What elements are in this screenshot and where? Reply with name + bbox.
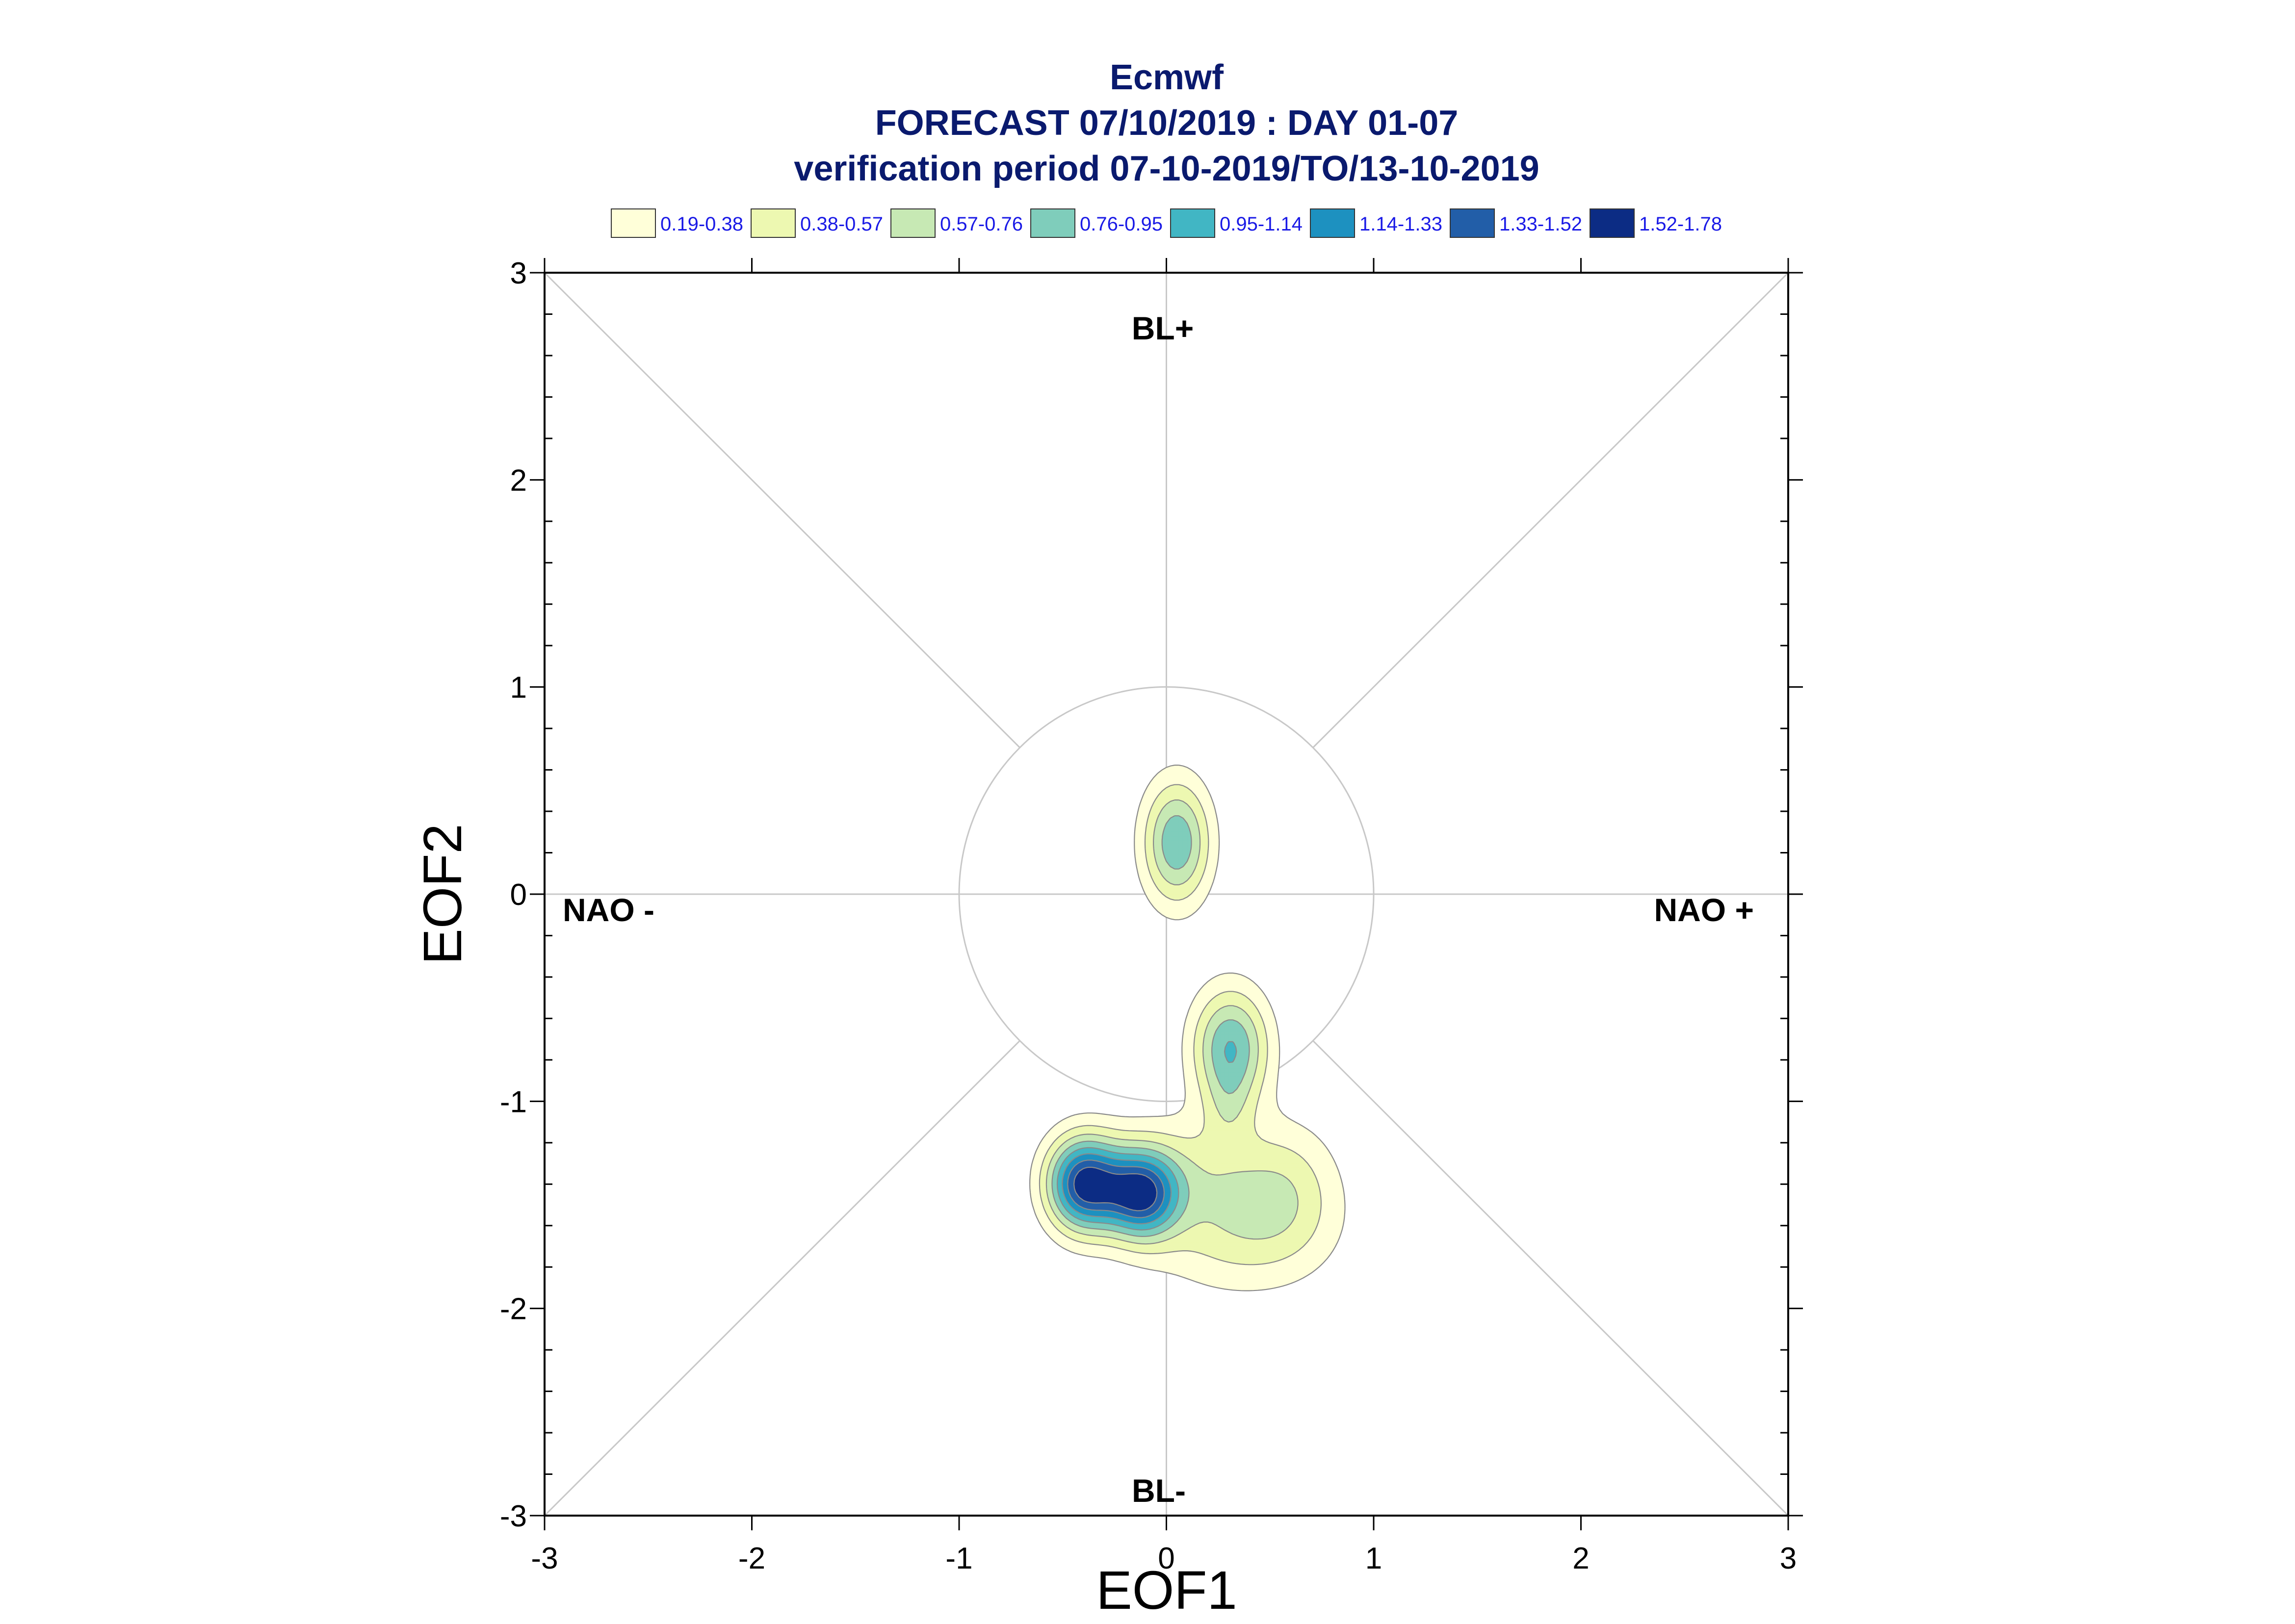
legend-swatch [1450, 208, 1495, 238]
legend-label: 0.38-0.57 [800, 213, 883, 235]
legend-label: 0.76-0.95 [1080, 213, 1163, 235]
title-line-2: FORECAST 07/10/2019 : DAY 01-07 [875, 103, 1459, 143]
legend-label: 0.57-0.76 [940, 213, 1023, 235]
y-tick-label: -3 [500, 1499, 527, 1533]
legend-label: 0.95-1.14 [1220, 213, 1303, 235]
region-label-bl-plus: BL+ [1132, 310, 1194, 346]
legend-swatch [890, 208, 936, 238]
x-tick-label: 0 [1158, 1542, 1174, 1575]
x-tick-label: -3 [531, 1542, 558, 1575]
legend-label: 1.33-1.52 [1499, 213, 1582, 235]
diagonal-guide-sw [544, 1040, 1020, 1517]
x-tick-label: -1 [945, 1542, 972, 1575]
legend-label: 0.19-0.38 [660, 213, 743, 235]
contour-line [1029, 764, 1346, 1291]
legend-swatch [751, 208, 796, 238]
diagonal-guide-nw [544, 272, 1020, 748]
diagonal-guide-ne [1312, 272, 1789, 748]
x-tick-label: 2 [1572, 1542, 1589, 1575]
legend-label: 1.52-1.78 [1639, 213, 1722, 235]
region-label-nao-plus: NAO + [1654, 892, 1754, 928]
x-tick-label: 3 [1780, 1542, 1797, 1575]
legend-label: 1.14-1.33 [1359, 213, 1442, 235]
title-line-3: verification period 07-10-2019/TO/13-10-… [794, 149, 1539, 188]
y-tick-label: 2 [510, 464, 527, 497]
axis-ticks [530, 258, 1803, 1530]
unit-circle [958, 686, 1375, 1102]
x-tick-label: 1 [1365, 1542, 1382, 1575]
contour-line [1045, 799, 1299, 1245]
y-tick-label: 0 [510, 878, 527, 912]
y-tick-label: 3 [510, 257, 527, 290]
legend-swatch [1310, 208, 1355, 238]
legend-swatch [1030, 208, 1075, 238]
legend-swatch [611, 208, 656, 238]
y-tick-label: -2 [500, 1292, 527, 1326]
contour-line [1062, 1153, 1172, 1225]
y-tick-label: -1 [500, 1085, 527, 1119]
legend: 0.19-0.38 0.38-0.57 0.57-0.76 0.76-0.95 0.95… [611, 208, 1722, 238]
region-label-bl-minus: BL- [1132, 1472, 1186, 1509]
density-contours [1029, 764, 1346, 1291]
y-axis-title: EOF2 [413, 824, 473, 964]
contour-line [1056, 1041, 1237, 1231]
title-line-1: Ecmwf [1110, 58, 1224, 97]
contour-line [1067, 1160, 1165, 1218]
contour-line [1051, 815, 1250, 1237]
contour-line [1073, 1166, 1158, 1212]
y-tick-labels: -3 -2 -1 0 1 2 3 [500, 257, 527, 1533]
legend-swatch [1170, 208, 1215, 238]
region-label-nao-minus: NAO - [563, 892, 654, 928]
x-tick-label: -2 [738, 1542, 765, 1575]
contour-line [1039, 784, 1322, 1265]
y-tick-label: 1 [510, 671, 527, 705]
x-tick-labels: -3 -2 -1 0 1 2 3 [531, 1542, 1797, 1575]
legend-swatch [1590, 208, 1635, 238]
x-axis-title: EOF1 [1096, 1560, 1237, 1621]
diagonal-guide-se [1312, 1040, 1789, 1517]
